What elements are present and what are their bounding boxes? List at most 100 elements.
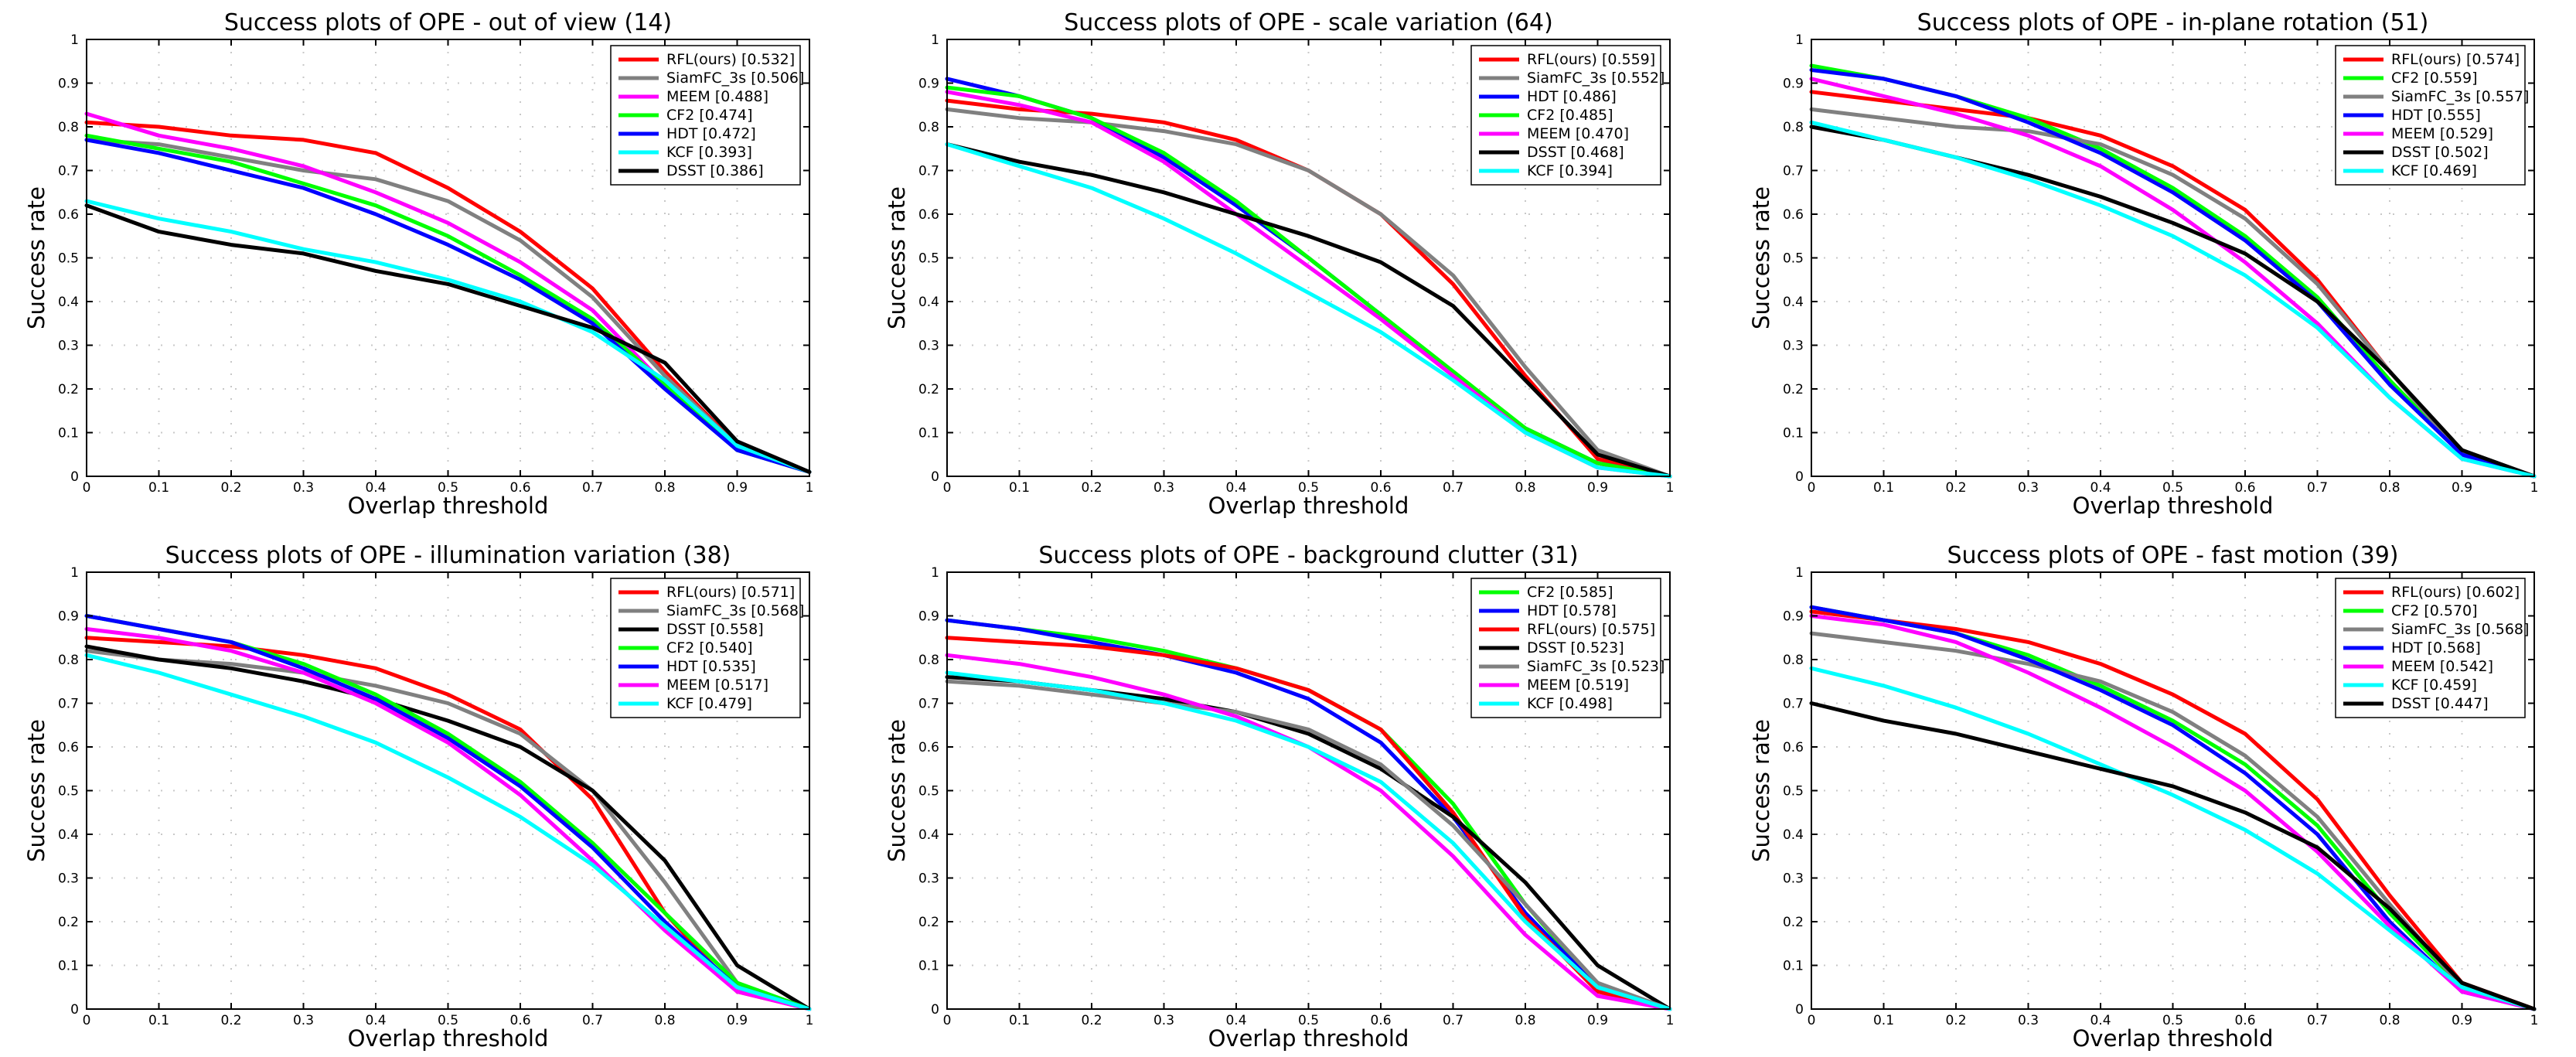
x-tick-label: 0.9 [727, 1013, 748, 1028]
series-line-1 [1809, 609, 2537, 1011]
legend-entry: RFL(ours) [0.559] [1527, 51, 1655, 68]
y-tick-label: 0.5 [1783, 784, 1804, 800]
x-tick-label: 0.6 [2234, 1013, 2255, 1028]
x-tick-label: 0.4 [1225, 1013, 1246, 1028]
legend-entry: SiamFC_3s [0.523] [1527, 658, 1665, 675]
legend-entry: MEEM [0.470] [1527, 125, 1629, 142]
legend-entry: HDT [0.472] [666, 125, 756, 142]
y-tick-label: 0 [931, 1002, 939, 1018]
x-tick-label: 0.1 [148, 480, 169, 496]
x-tick-label: 0.1 [148, 1013, 169, 1028]
y-tick-label: 1 [1795, 565, 1804, 581]
x-tick-label: 0.6 [509, 480, 530, 496]
chart-title: Success plots of OPE - illumination vari… [165, 542, 731, 569]
legend-entry: SiamFC_3s [0.506] [666, 70, 804, 87]
legend-entry: DSST [0.386] [666, 162, 764, 179]
chart-title: Success plots of OPE - out of view (14) [224, 9, 672, 36]
y-tick-label: 0.3 [58, 339, 79, 354]
y-tick-label: 0.8 [58, 653, 79, 668]
y-tick-label: 0.8 [918, 120, 939, 135]
y-tick-label: 1 [931, 565, 939, 581]
legend-entry: HDT [0.568] [2391, 639, 2481, 656]
chart-3: 0 0.1 0.2 0.3 0.4 0.5 0.6 0.7 0.8 0.9 1 0 0.1 0.2 0.3 0… [1748, 9, 2538, 519]
x-tick-label: 0.7 [582, 480, 603, 496]
y-tick-label: 0.9 [918, 77, 939, 92]
x-tick-label: 0.6 [1370, 480, 1391, 496]
x-tick-label: 0.3 [293, 480, 314, 496]
y-tick-label: 0.6 [918, 207, 939, 223]
series-group [945, 77, 1672, 479]
y-axis-label: Success rate [1748, 186, 1774, 329]
y-tick-label: 0.4 [58, 827, 79, 843]
y-tick-label: 0.3 [1783, 339, 1804, 354]
chart-1: 0 0.1 0.2 0.3 0.4 0.5 0.6 0.7 0.8 0.9 1 0 0.1 0.2 0.3 0… [23, 9, 813, 519]
x-tick-label: 0 [83, 1013, 91, 1028]
x-axis-label: Overlap threshold [348, 1025, 549, 1052]
legend-entry: SiamFC_3s [0.568] [2391, 621, 2529, 638]
series-line-7 [1809, 701, 2537, 1011]
y-tick-label: 0.8 [58, 120, 79, 135]
x-tick-label: 0.1 [1873, 1013, 1894, 1028]
x-tick-label: 0.9 [727, 480, 748, 496]
legend: RFL(ours) [0.559] SiamFC_3s [0.552]HDT [0… [1470, 45, 1665, 186]
legend-entry: MEEM [0.517] [666, 677, 768, 694]
y-tick-label: 0 [70, 1002, 79, 1018]
x-tick-label: 0.7 [1443, 480, 1463, 496]
x-tick-label: 0.2 [220, 1013, 241, 1028]
series-group [84, 614, 812, 1011]
y-tick-label: 0.8 [1783, 653, 1804, 668]
chart-5: 0 0.1 0.2 0.3 0.4 0.5 0.6 0.7 0.8 0.9 1 0 0.1 0.2 0.3 0… [884, 542, 1674, 1052]
x-tick-label: 1 [2530, 1013, 2539, 1028]
chart-4: 0 0.1 0.2 0.3 0.4 0.5 0.6 0.7 0.8 0.9 1 0 0.1 0.2 0.3 0… [23, 542, 813, 1052]
legend-entry: HDT [0.555] [2391, 107, 2481, 124]
x-axis-label: Overlap threshold [1208, 1025, 1409, 1052]
x-tick-label: 0 [943, 1013, 952, 1028]
legend-entry: MEEM [0.488] [666, 88, 768, 105]
y-tick-label: 0.2 [58, 382, 79, 397]
chart-2: 0 0.1 0.2 0.3 0.4 0.5 0.6 0.7 0.8 0.9 1 0 0.1 0.2 0.3 0… [884, 9, 1674, 519]
legend-entry: KCF [0.469] [2391, 162, 2477, 179]
x-tick-label: 0.7 [1443, 1013, 1463, 1028]
x-tick-label: 0.3 [2018, 1013, 2039, 1028]
series-line-6 [84, 199, 812, 474]
x-tick-label: 1 [1666, 480, 1675, 496]
series-line-5 [84, 138, 812, 474]
legend-entry: RFL(ours) [0.574] [2391, 51, 2520, 68]
y-axis-label: Success rate [23, 719, 49, 862]
series-line-4 [1809, 68, 2537, 479]
y-tick-label: 1 [70, 32, 79, 48]
legend-entry: DSST [0.502] [2391, 144, 2489, 161]
y-tick-label: 0.1 [918, 959, 939, 974]
series-group [1809, 605, 2537, 1011]
legend-entry: RFL(ours) [0.602] [2391, 584, 2520, 601]
x-tick-label: 0.8 [1515, 480, 1535, 496]
x-tick-label: 0.2 [1081, 480, 1102, 496]
x-tick-label: 0.3 [2018, 480, 2039, 496]
y-tick-label: 0 [1795, 469, 1804, 485]
y-axis-label: Success rate [23, 186, 49, 329]
series-line-7 [84, 203, 812, 474]
y-tick-label: 0.6 [1783, 740, 1804, 755]
legend-entry: HDT [0.486] [1527, 88, 1617, 105]
y-tick-label: 0.2 [918, 915, 939, 930]
legend-entry: KCF [0.498] [1527, 695, 1613, 712]
series-line-6 [84, 627, 812, 1011]
y-axis-label: Success rate [884, 719, 910, 862]
x-tick-label: 0.9 [2452, 1013, 2472, 1028]
x-tick-label: 0 [943, 480, 952, 496]
x-tick-label: 0.3 [293, 1013, 314, 1028]
y-tick-label: 0.7 [58, 697, 79, 712]
chart-title: Success plots of OPE - fast motion (39) [1947, 542, 2398, 569]
y-tick-label: 0.4 [918, 827, 939, 843]
x-tick-label: 0 [1808, 1013, 1816, 1028]
legend: RFL(ours) [0.602]CF2 [0.570] SiamFC_3s [0… [2335, 578, 2529, 718]
x-tick-label: 0 [83, 480, 91, 496]
x-tick-label: 0.5 [438, 1013, 458, 1028]
legend-entry: KCF [0.459] [2391, 677, 2477, 694]
y-tick-label: 0.2 [918, 382, 939, 397]
chart-title: Success plots of OPE - scale variation (… [1064, 9, 1553, 36]
legend-entry: KCF [0.393] [666, 144, 752, 161]
x-tick-label: 0.5 [1298, 1013, 1319, 1028]
chart-6: 0 0.1 0.2 0.3 0.4 0.5 0.6 0.7 0.8 0.9 1 0 0.1 0.2 0.3 0… [1748, 542, 2538, 1052]
